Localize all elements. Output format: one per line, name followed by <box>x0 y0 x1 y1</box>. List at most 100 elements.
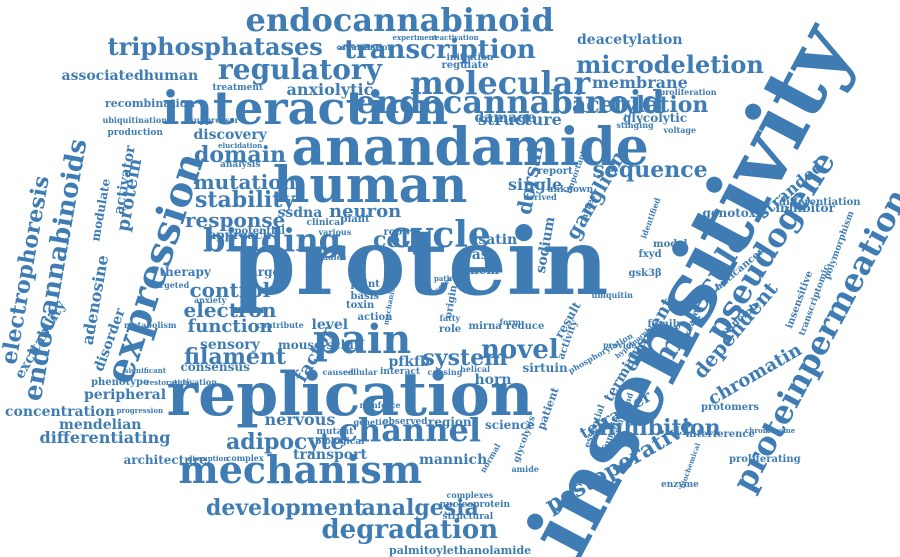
cloud-word: causing <box>427 367 463 377</box>
cloud-word: region <box>428 415 472 429</box>
cloud-word: provide <box>603 340 637 350</box>
cloud-word: studies <box>314 252 347 262</box>
cloud-word: genetic <box>353 417 387 427</box>
cloud-word: neuron <box>329 201 402 222</box>
cloud-word: transport <box>293 447 367 463</box>
cloud-word: amide <box>511 464 539 474</box>
cloud-word: suppressor <box>189 115 239 125</box>
cloud-word: basis <box>350 291 380 302</box>
cloud-word: function <box>187 316 273 337</box>
cloud-word: helical <box>460 364 491 374</box>
cloud-word: action <box>357 312 393 323</box>
cloud-word: peripheral <box>84 387 167 403</box>
cloud-word: targeted <box>151 280 190 290</box>
cloud-word: membrane <box>592 73 688 92</box>
cloud-word: therapy <box>159 265 211 279</box>
cloud-word: target <box>244 265 286 279</box>
cloud-word: phenotype <box>91 377 150 388</box>
cloud-word: role <box>439 324 462 335</box>
cloud-word: channel <box>338 411 482 449</box>
cloud-word: activation <box>172 377 218 387</box>
cloud-word: complexes <box>446 490 494 500</box>
cloud-word: analysis <box>220 159 261 170</box>
cloud-word: structure <box>478 110 562 129</box>
cloud-word: interference <box>685 429 755 440</box>
cloud-word: identified <box>637 196 662 240</box>
cloud-word: initiation <box>446 52 494 63</box>
cloud-word: adipocyte <box>226 429 345 455</box>
cloud-word: sensory <box>200 337 260 353</box>
cloud-word: horn <box>474 372 512 388</box>
cloud-word: mendelian <box>59 417 142 433</box>
cloud-word: damage <box>474 110 536 126</box>
cloud-word: regulate <box>441 60 489 71</box>
cloud-word: reduce <box>506 321 545 332</box>
cloud-word: clinical <box>306 217 344 228</box>
cloud-word: anxiolytic <box>286 80 374 99</box>
cloud-word: base <box>462 247 498 263</box>
cloud-word: proliferating <box>729 454 801 465</box>
cloud-word: nervous <box>264 410 336 429</box>
cloud-word: toxin <box>346 300 375 311</box>
cloud-word: contribute <box>256 320 304 330</box>
cloud-word: system <box>422 345 508 371</box>
cloud-word: derived <box>523 192 557 202</box>
cloud-word: mechanism <box>178 447 422 492</box>
cloud-word: pfkfb <box>388 354 430 370</box>
cloud-word: mannich <box>419 452 488 468</box>
cloud-word: chromosome <box>745 425 796 435</box>
cloud-word: voltage <box>663 125 697 135</box>
cloud-word: degradation <box>321 515 499 545</box>
cloud-word: sirtuin <box>522 361 568 375</box>
cloud-word: acetylation <box>572 92 709 118</box>
cloud-word: novel <box>481 335 559 365</box>
cloud-word: caused <box>322 367 354 377</box>
cloud-word: binding <box>203 221 341 259</box>
cloud-word: development <box>206 495 365 521</box>
cloud-word: mirna <box>468 321 502 332</box>
cloud-word: observed <box>382 416 428 427</box>
cloud-word: ubiquitin <box>591 290 633 300</box>
cloud-word: ubiquitination <box>102 115 168 125</box>
cloud-word: biological <box>315 436 365 447</box>
cloud-word: sequence <box>592 157 708 183</box>
cloud-word: endocannabinoid <box>245 1 555 39</box>
cloud-word: domain <box>194 142 286 168</box>
cloud-word: restoration <box>146 377 190 387</box>
cloud-word: cycle <box>389 214 491 256</box>
cloud-word: patient <box>534 385 562 431</box>
cloud-word: alternative <box>338 42 382 52</box>
cloud-word: response <box>185 208 286 232</box>
cloud-word: cell <box>373 227 418 253</box>
cloud-word: proliferation <box>659 87 717 97</box>
cloud-word: protomers <box>701 402 760 413</box>
cloud-word: tmem <box>460 263 500 277</box>
cloud-word: consensus <box>180 360 250 374</box>
cloud-word: model <box>653 239 688 250</box>
cloud-word: endocannabinoid <box>355 83 665 121</box>
cloud-word: genotoxic <box>702 206 768 220</box>
cloud-word: isatin <box>473 232 518 248</box>
cloud-word: experiment <box>392 32 438 42</box>
cloud-word: regulatory <box>218 53 382 86</box>
cloud-word: enzyme <box>661 479 699 490</box>
cloud-word: analgesia <box>361 495 479 521</box>
cloud-word: reactivation <box>431 32 479 42</box>
cloud-word: recombination <box>105 96 196 110</box>
cloud-word: glycolytic <box>623 111 688 125</box>
cloud-word: molecular <box>410 64 591 102</box>
cloud-word: stinging <box>616 120 654 130</box>
cloud-word: control <box>189 278 271 302</box>
cloud-word: organisation <box>336 42 394 52</box>
cloud-word: fatty <box>439 313 461 323</box>
cloud-word: report <box>537 166 573 177</box>
cloud-word: architecture <box>123 453 207 467</box>
cloud-word: differentiation <box>779 197 861 208</box>
cloud-word: stability <box>195 187 296 213</box>
cloud-word: pathway <box>434 273 467 283</box>
cloud-word: ssdna <box>277 205 323 221</box>
cloud-word: microdeletion <box>576 50 764 79</box>
cloud-word: triphosphatases <box>107 32 323 61</box>
cloud-word: transcription <box>344 35 536 65</box>
